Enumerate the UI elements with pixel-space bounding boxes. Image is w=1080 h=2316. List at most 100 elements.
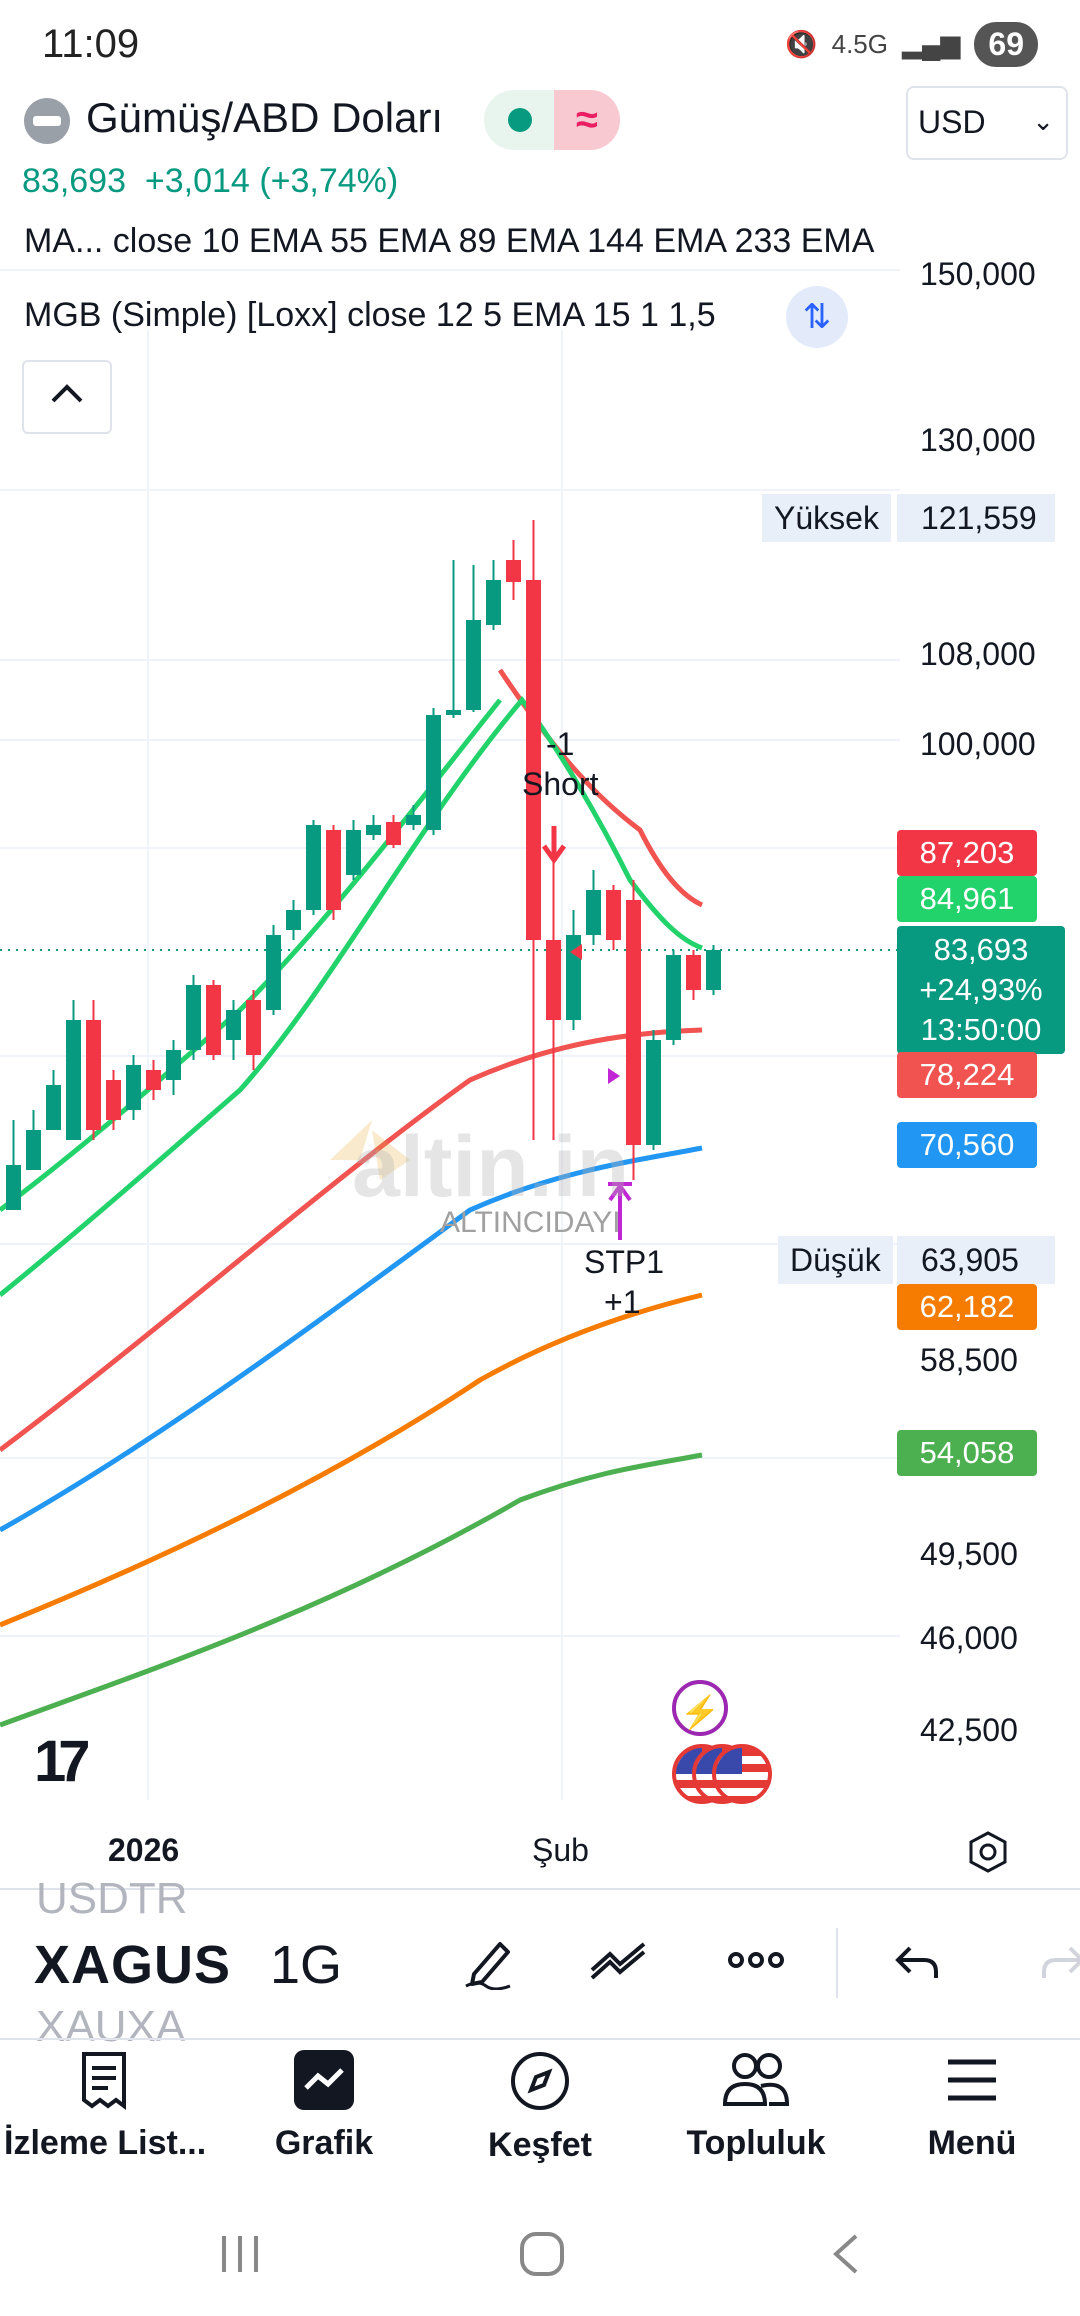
- price-tag-ema89: 70,560: [897, 1122, 1037, 1168]
- low-label: Düşük: [778, 1236, 893, 1284]
- signal-marker-icon: [608, 1068, 620, 1084]
- candle-body: [646, 1040, 661, 1145]
- toolbar-separator: [836, 1928, 838, 1998]
- symbol-logo-icon: [24, 98, 70, 144]
- symbol-prev[interactable]: USDTR: [36, 1874, 188, 1923]
- candle-body: [686, 955, 701, 990]
- candle-body: [366, 825, 381, 835]
- bar-countdown: 13:50:00: [920, 1012, 1042, 1047]
- candle-body: [266, 935, 281, 1010]
- last-price: 83,693: [22, 162, 126, 200]
- candle-body: [446, 710, 461, 715]
- current-change-pct: +24,93%: [919, 972, 1043, 1007]
- price-tag-ema233: 54,058: [897, 1430, 1037, 1476]
- current-price: 83,693: [933, 932, 1029, 967]
- symbol-next[interactable]: XAUXA: [36, 2002, 186, 2051]
- watermark-emblem-icon: [330, 1120, 410, 1180]
- ema233-line: [0, 1452, 703, 1728]
- signal-icon: ▂▄▆: [901, 29, 961, 59]
- nav-label: İzleme List...: [4, 2124, 207, 2162]
- indicator-legend-ma[interactable]: MA... close 10 EMA 55 EMA 89 EMA 144 EMA…: [24, 222, 875, 260]
- signal-label: -1: [546, 726, 575, 762]
- y-tick: 108,000: [920, 636, 1036, 672]
- x-tick: 2026: [108, 1832, 180, 1868]
- network-label: 4.5G: [831, 29, 888, 59]
- market-status-pill[interactable]: ≈: [484, 90, 620, 150]
- candle-body: [426, 715, 441, 830]
- y-tick: 58,500: [920, 1342, 1018, 1378]
- candle-body: [246, 1000, 261, 1055]
- signal-label: STP1: [584, 1244, 665, 1280]
- y-tick: 150,000: [920, 256, 1036, 292]
- y-tick: 46,000: [920, 1620, 1018, 1656]
- current-price-tag: 83,693 +24,93% 13:50:00: [897, 926, 1065, 1054]
- toolbar-divider: [0, 1888, 1080, 1890]
- wave-icon: ≈: [554, 90, 620, 150]
- tradingview-logo: 17: [34, 1729, 90, 1794]
- candle-body: [286, 910, 301, 930]
- price-chart[interactable]: [0, 0, 1080, 1880]
- candle-body: [206, 985, 221, 1055]
- trend-lines-icon[interactable]: [588, 1930, 648, 1990]
- watermark-logo: altin.in: [352, 1119, 630, 1215]
- nav-chart[interactable]: Grafik: [224, 2050, 424, 2163]
- nav-menu[interactable]: Menü: [872, 2050, 1072, 2163]
- lightning-icon[interactable]: ⚡: [672, 1680, 728, 1736]
- settings-gear-icon[interactable]: [966, 1830, 1010, 1874]
- candle-body: [166, 1050, 181, 1080]
- y-tick: 130,000: [920, 422, 1036, 458]
- currency-select[interactable]: USD ⌄: [906, 86, 1068, 160]
- collapse-legend-button[interactable]: [22, 360, 112, 434]
- undo-icon[interactable]: [890, 1930, 950, 1990]
- candle-body: [666, 955, 681, 1040]
- nav-watchlist[interactable]: İzleme List...: [4, 2050, 207, 2163]
- nav-community[interactable]: Topluluk: [656, 2050, 856, 2163]
- status-icons: 🔇 4.5G ▂▄▆ 69: [785, 22, 1038, 67]
- buy-arrow-icon: [608, 1182, 632, 1240]
- candle-body: [226, 1010, 241, 1040]
- candle-body: [46, 1085, 61, 1130]
- candle-body: [146, 1070, 161, 1090]
- candle-body: [26, 1130, 41, 1170]
- interval-selector[interactable]: 1G: [270, 1935, 343, 1995]
- candle-body: [526, 580, 541, 940]
- x-tick: Şub: [532, 1832, 589, 1868]
- signal-markers: [330, 826, 632, 1240]
- candle-body: [6, 1165, 21, 1210]
- candle-body: [586, 890, 601, 935]
- price-summary: 83,693 +3,014 (+3,74%): [22, 162, 398, 201]
- y-tick: 42,500: [920, 1712, 1018, 1748]
- pen-icon[interactable]: [460, 1930, 520, 1990]
- battery-badge: 69: [974, 22, 1038, 67]
- candle-body: [406, 815, 421, 825]
- nav-label: Grafik: [274, 2124, 374, 2162]
- candle-body: [126, 1065, 141, 1110]
- us-flag-icon: [712, 1744, 772, 1804]
- price-tag-mgb: 84,961: [897, 876, 1037, 922]
- watermark-subtitle: ALTINCIDAYI: [440, 1206, 621, 1239]
- price-change-pct: (+3,74%): [259, 162, 399, 200]
- candle-body: [66, 1020, 81, 1140]
- recent-apps-icon[interactable]: [216, 2230, 264, 2278]
- home-icon[interactable]: [518, 2230, 566, 2278]
- nav-label: Menü: [927, 2124, 1017, 2162]
- more-dots-icon[interactable]: [726, 1930, 786, 1990]
- price-tag-ema10: 87,203: [897, 830, 1037, 876]
- chart-grid: [0, 269, 900, 1800]
- candle-body: [486, 580, 501, 625]
- indicator-legend-mgb[interactable]: MGB (Simple) [Loxx] close 12 5 EMA 15 1 …: [24, 296, 716, 334]
- nav-explore[interactable]: Keşfet: [440, 2050, 640, 2165]
- candle-body: [466, 620, 481, 710]
- back-icon[interactable]: [826, 2230, 866, 2278]
- ema144-line: [0, 1292, 703, 1628]
- symbol-title[interactable]: Gümüş/ABD Doları: [86, 94, 444, 141]
- symbol-selector[interactable]: XAGUS: [34, 1935, 232, 1995]
- ema55-line: [0, 1027, 703, 1452]
- nav-label: Topluluk: [686, 2124, 826, 2162]
- candle-body: [306, 825, 321, 910]
- swap-arrows-icon[interactable]: ⇅: [786, 286, 848, 348]
- signal-label: Short: [522, 766, 599, 802]
- redo-icon[interactable]: [1030, 1930, 1080, 1990]
- toolbar-divider: [0, 2038, 1080, 2040]
- nav-label: Keşfet: [488, 2126, 592, 2164]
